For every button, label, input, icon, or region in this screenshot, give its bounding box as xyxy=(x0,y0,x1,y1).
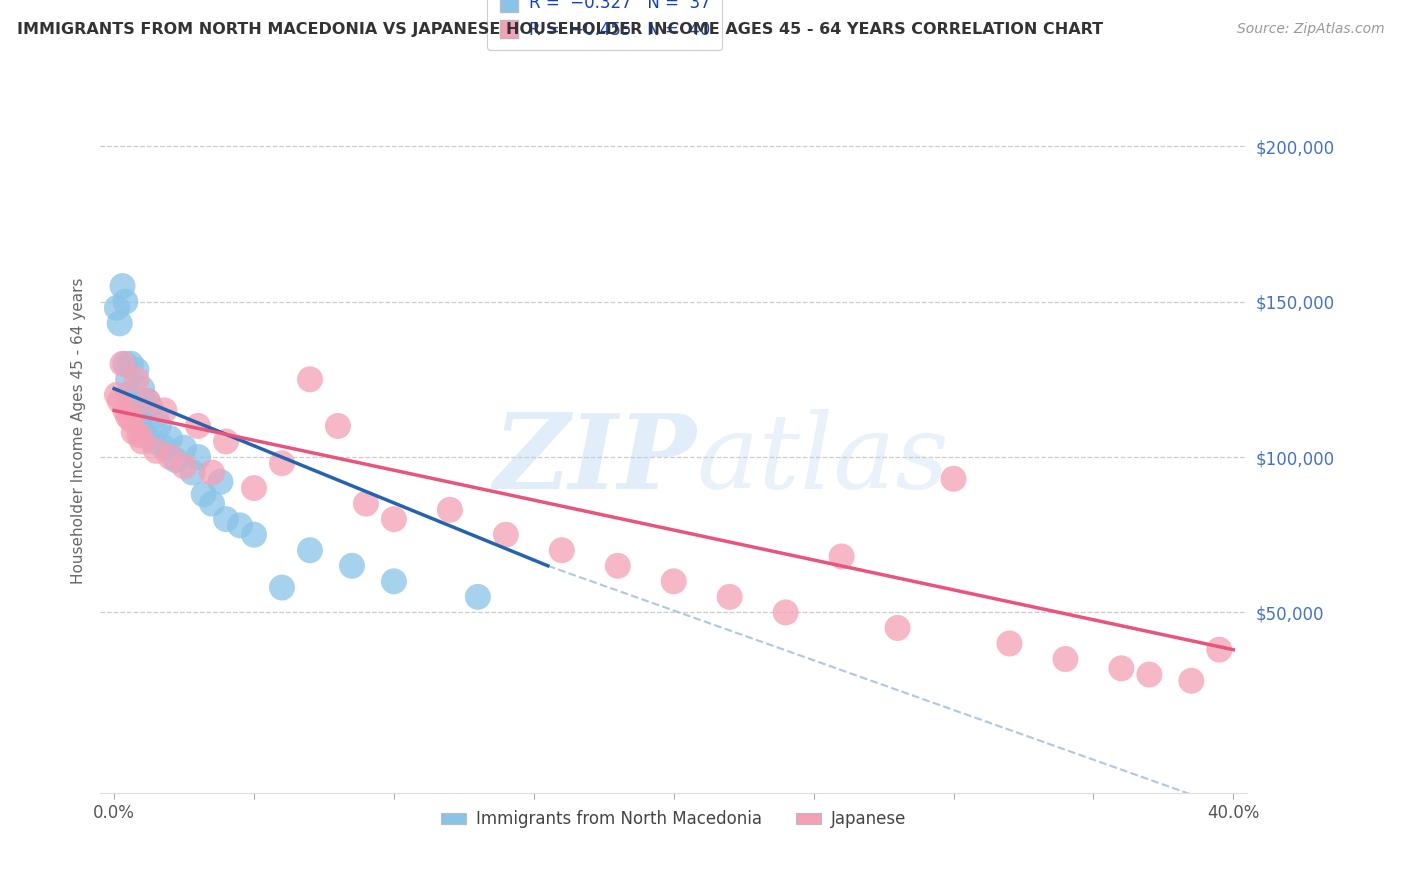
Point xyxy=(117,388,139,402)
Point xyxy=(775,606,797,620)
Point xyxy=(165,453,187,467)
Point xyxy=(114,294,136,309)
Point xyxy=(128,413,150,427)
Point xyxy=(159,431,181,445)
Point xyxy=(886,621,908,635)
Point xyxy=(229,518,252,533)
Point xyxy=(111,357,134,371)
Point xyxy=(142,434,165,449)
Point xyxy=(209,475,232,489)
Point xyxy=(215,512,238,526)
Text: IMMIGRANTS FROM NORTH MACEDONIA VS JAPANESE HOUSEHOLDER INCOME AGES 45 - 64 YEAR: IMMIGRANTS FROM NORTH MACEDONIA VS JAPAN… xyxy=(17,22,1102,37)
Point xyxy=(271,456,294,470)
Point xyxy=(108,394,131,409)
Point xyxy=(187,418,209,433)
Point xyxy=(117,372,139,386)
Point xyxy=(145,443,167,458)
Point xyxy=(105,301,128,315)
Point xyxy=(117,409,139,424)
Point xyxy=(382,574,405,589)
Point xyxy=(173,459,195,474)
Point xyxy=(120,397,142,411)
Point xyxy=(662,574,685,589)
Point xyxy=(467,590,489,604)
Point xyxy=(153,403,176,417)
Point xyxy=(114,357,136,371)
Point xyxy=(340,558,363,573)
Point xyxy=(243,527,266,541)
Point xyxy=(125,363,148,377)
Point xyxy=(298,543,321,558)
Point xyxy=(271,581,294,595)
Point xyxy=(105,388,128,402)
Point xyxy=(1111,661,1133,675)
Point xyxy=(193,487,215,501)
Point xyxy=(131,425,153,439)
Point xyxy=(136,394,159,409)
Point xyxy=(108,317,131,331)
Point xyxy=(136,394,159,409)
Point xyxy=(215,434,238,449)
Point xyxy=(942,472,965,486)
Point xyxy=(1137,667,1160,681)
Point xyxy=(181,466,204,480)
Point xyxy=(606,558,628,573)
Point xyxy=(1208,642,1230,657)
Point xyxy=(120,357,142,371)
Point xyxy=(122,425,145,439)
Point xyxy=(111,279,134,293)
Point xyxy=(187,450,209,464)
Point xyxy=(201,466,224,480)
Point xyxy=(122,403,145,417)
Point xyxy=(326,418,349,433)
Point xyxy=(201,497,224,511)
Point xyxy=(1180,673,1202,688)
Text: Source: ZipAtlas.com: Source: ZipAtlas.com xyxy=(1237,22,1385,37)
Point xyxy=(243,481,266,495)
Point xyxy=(551,543,574,558)
Point xyxy=(131,382,153,396)
Point xyxy=(382,512,405,526)
Point xyxy=(145,409,167,424)
Point xyxy=(831,549,853,564)
Point xyxy=(998,636,1021,650)
Point xyxy=(439,503,461,517)
Point xyxy=(128,428,150,442)
Point xyxy=(134,428,156,442)
Point xyxy=(159,450,181,464)
Point xyxy=(298,372,321,386)
Text: ZIP: ZIP xyxy=(494,409,696,510)
Point xyxy=(131,434,153,449)
Point xyxy=(153,441,176,455)
Point xyxy=(114,403,136,417)
Point xyxy=(148,418,170,433)
Point xyxy=(173,441,195,455)
Point xyxy=(125,372,148,386)
Y-axis label: Householder Income Ages 45 - 64 years: Householder Income Ages 45 - 64 years xyxy=(72,277,86,584)
Text: atlas: atlas xyxy=(696,409,949,510)
Legend: Immigrants from North Macedonia, Japanese: Immigrants from North Macedonia, Japanes… xyxy=(434,804,912,835)
Point xyxy=(120,413,142,427)
Point xyxy=(139,401,162,415)
Point xyxy=(718,590,741,604)
Point xyxy=(495,527,517,541)
Point xyxy=(1054,652,1077,666)
Point xyxy=(354,497,377,511)
